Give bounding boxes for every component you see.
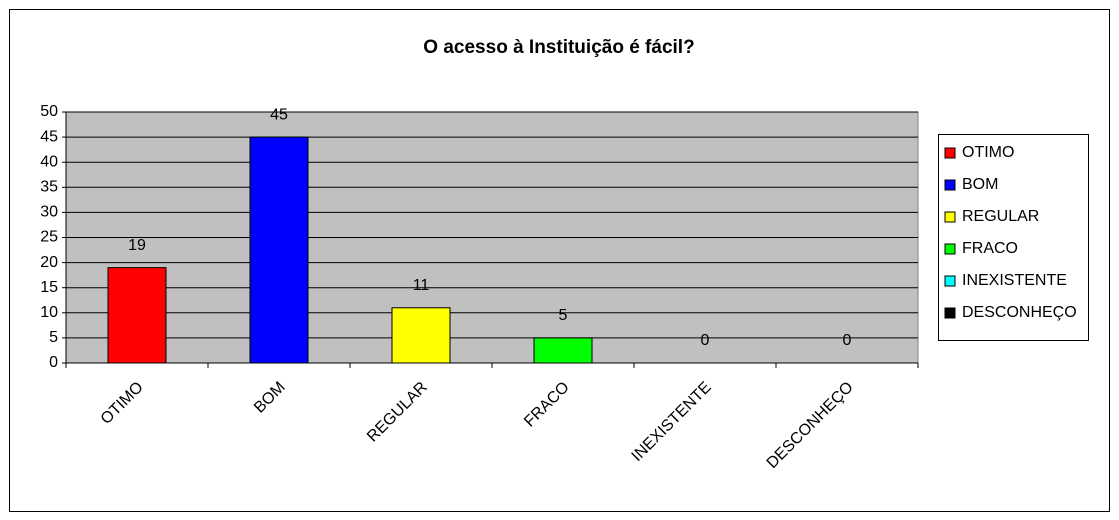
bar xyxy=(249,136,309,364)
data-label: 45 xyxy=(270,106,288,123)
legend-swatch xyxy=(944,211,956,223)
legend xyxy=(938,134,1089,341)
data-label: 0 xyxy=(701,332,710,349)
y-tick-label: 20 xyxy=(40,254,58,271)
legend-label: OTIMO xyxy=(962,144,1014,161)
legend-label: BOM xyxy=(962,176,998,193)
y-tick-label: 25 xyxy=(40,229,58,246)
bar xyxy=(107,267,167,364)
legend-label: INEXISTENTE xyxy=(962,272,1067,289)
bar xyxy=(533,337,593,364)
y-tick-label: 0 xyxy=(49,354,58,371)
y-tick-label: 50 xyxy=(40,103,58,120)
data-label: 11 xyxy=(413,277,430,294)
legend-label: FRACO xyxy=(962,240,1018,257)
legend-label: DESCONHEÇO xyxy=(962,304,1077,321)
y-tick-label: 5 xyxy=(49,329,58,346)
legend-swatch xyxy=(944,179,956,191)
y-tick-label: 35 xyxy=(40,179,58,196)
data-label: 19 xyxy=(128,237,146,254)
legend-label: REGULAR xyxy=(962,208,1039,225)
legend-swatch xyxy=(944,243,956,255)
y-tick-label: 30 xyxy=(40,204,58,221)
y-tick-label: 40 xyxy=(40,153,58,170)
data-label: 0 xyxy=(843,332,852,349)
legend-swatch xyxy=(944,147,956,159)
y-tick-label: 10 xyxy=(40,304,58,321)
legend-swatch xyxy=(944,275,956,287)
chart-title: O acesso à Instituição é fácil? xyxy=(423,37,694,58)
y-tick-label: 45 xyxy=(40,128,58,145)
bar xyxy=(391,307,451,364)
legend-swatch xyxy=(944,307,956,319)
y-tick-label: 15 xyxy=(40,279,58,296)
data-label: 5 xyxy=(559,307,568,324)
